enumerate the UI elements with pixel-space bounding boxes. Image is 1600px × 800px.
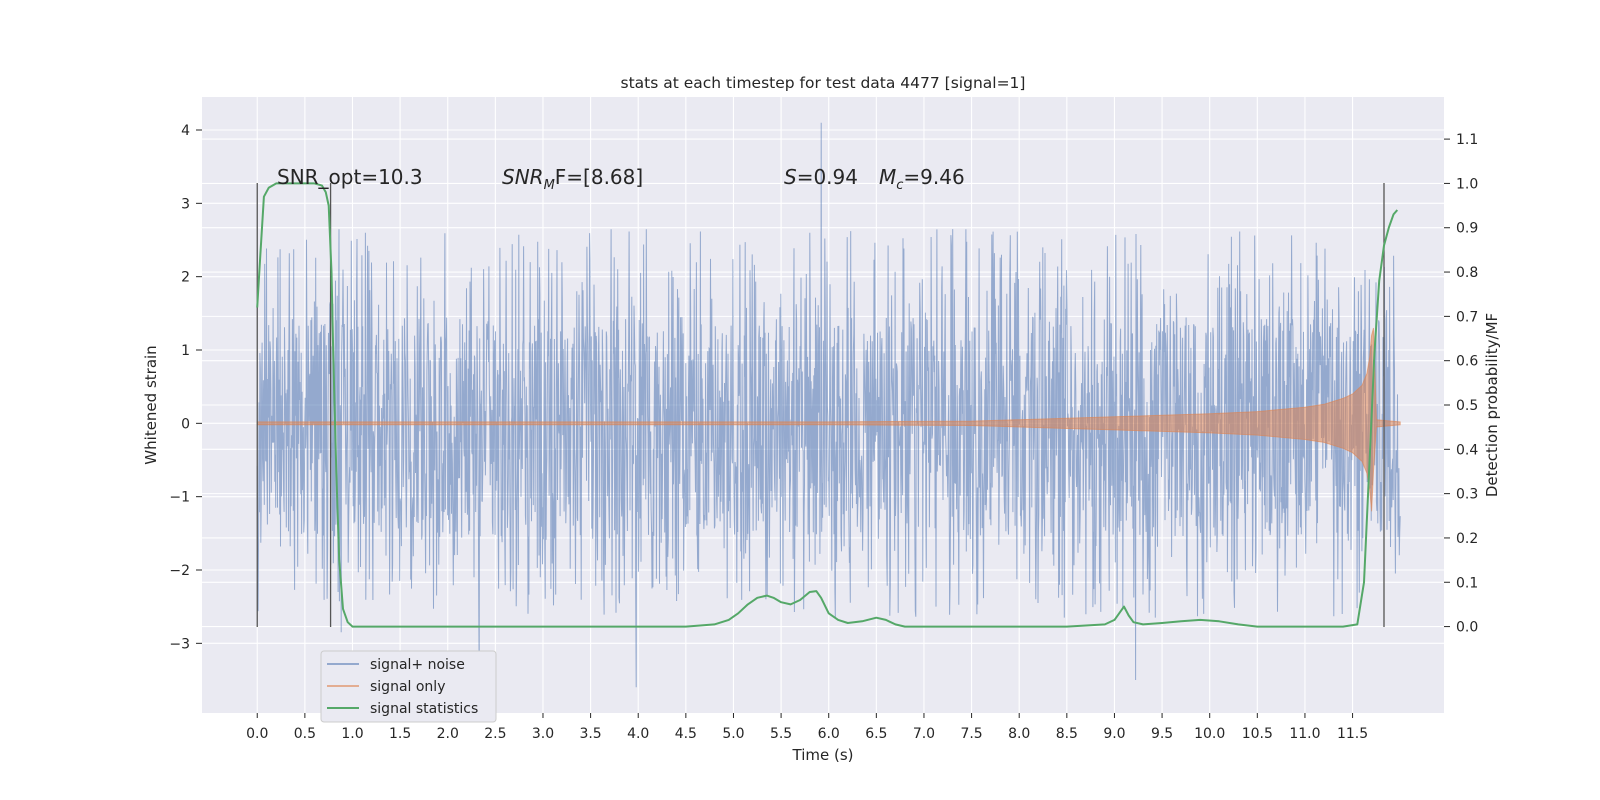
x-tick-label: 4.0 <box>627 726 649 742</box>
s-value: =0.94 <box>797 165 858 189</box>
x-axis-ticks: 0.0 0.5 1.0 1.5 2.0 2.5 3.0 3.5 4.0 4.5 5.0 5.5 6.0 6… <box>246 713 1368 742</box>
x-tick-label: 11.5 <box>1337 726 1368 742</box>
y-right-tick-label: 0.3 <box>1456 487 1478 503</box>
mc-symbol: M <box>879 165 896 189</box>
x-tick-label: 2.5 <box>484 726 506 742</box>
snr-mf-value: F=[8.68] <box>555 165 643 189</box>
y-left-tick-label: −3 <box>169 636 190 652</box>
y-left-tick-label: −2 <box>169 563 190 579</box>
legend: signal+ noise signal only signal statist… <box>320 650 497 723</box>
y-axis-right-ticks: 0.0 0.1 0.2 0.3 0.4 0.5 0.6 0.7 0.8 0.9 1.0 1.1 <box>1444 132 1478 636</box>
signal-envelope <box>256 327 1401 512</box>
noise-trace <box>256 122 1401 688</box>
x-tick-label: 5.0 <box>722 726 744 742</box>
x-tick-label: 9.5 <box>1151 726 1173 742</box>
y-left-tick-label: 0 <box>181 416 190 432</box>
y-right-tick-label: 0.9 <box>1456 221 1478 237</box>
snr-mf-prefix: SNR <box>502 165 544 189</box>
s-symbol: S <box>784 165 797 189</box>
chart-title: stats at each timestep for test data 447… <box>621 74 1026 92</box>
x-tick-label: 8.0 <box>1008 726 1030 742</box>
snr-mf-subscript: M <box>544 178 555 193</box>
x-tick-label: 10.5 <box>1242 726 1273 742</box>
x-tick-label: 6.0 <box>818 726 840 742</box>
legend-label-noise: signal+ noise <box>370 657 465 673</box>
y-axis-left-label: Whitened strain <box>142 345 160 464</box>
noise-series <box>256 122 1401 688</box>
y-right-tick-label: 0.8 <box>1456 265 1478 281</box>
signal-statistics-series <box>256 182 1399 628</box>
y-left-tick-label: −1 <box>169 490 190 506</box>
y-right-tick-label: 0.7 <box>1456 309 1478 325</box>
legend-box <box>320 650 497 723</box>
x-tick-label: 7.0 <box>913 726 935 742</box>
signal-only-series <box>256 327 1401 512</box>
mc-annotation: Mc=9.46 <box>879 165 965 193</box>
y-right-tick-label: 0.6 <box>1456 354 1478 370</box>
x-tick-label: 9.0 <box>1103 726 1125 742</box>
y-right-tick-label: 0.1 <box>1456 575 1478 591</box>
y-left-tick-label: 4 <box>181 123 190 139</box>
y-right-tick-label: 0.2 <box>1456 531 1478 547</box>
x-tick-label: 6.5 <box>865 726 887 742</box>
y-right-tick-label: 0.0 <box>1456 620 1478 636</box>
x-tick-label: 8.5 <box>1056 726 1078 742</box>
y-left-tick-label: 1 <box>181 343 190 359</box>
y-left-tick-label: 2 <box>181 270 190 286</box>
x-tick-label: 3.0 <box>532 726 554 742</box>
mc-subscript: c <box>896 178 903 193</box>
s-annotation: S=0.94 <box>784 165 858 189</box>
x-tick-label: 2.0 <box>437 726 459 742</box>
x-tick-label: 10.0 <box>1194 726 1225 742</box>
snr-mf-annotation: SNRMF=[8.68] <box>502 165 643 193</box>
legend-label-stats: signal statistics <box>370 701 478 717</box>
legend-label-signal: signal only <box>370 679 445 695</box>
y-right-tick-label: 0.5 <box>1456 398 1478 414</box>
x-tick-label: 7.5 <box>960 726 982 742</box>
x-tick-label: 1.5 <box>389 726 411 742</box>
y-right-tick-label: 1.0 <box>1456 176 1478 192</box>
x-tick-label: 1.0 <box>341 726 363 742</box>
y-axis-left-ticks: −3 −2 −1 0 1 2 3 4 <box>169 123 202 652</box>
y-axis-right-label: Detection probability/MF <box>1483 313 1501 497</box>
x-tick-label: 0.5 <box>294 726 316 742</box>
x-tick-label: 3.5 <box>579 726 601 742</box>
x-tick-label: 11.0 <box>1289 726 1320 742</box>
x-tick-label: 0.0 <box>246 726 268 742</box>
mc-value: =9.46 <box>903 165 964 189</box>
y-right-tick-label: 0.4 <box>1456 442 1478 458</box>
snr-opt-annotation: SNR_opt=10.3 <box>277 165 423 189</box>
y-right-tick-label: 1.1 <box>1456 132 1478 148</box>
stats-line <box>256 182 1399 628</box>
x-tick-label: 5.5 <box>770 726 792 742</box>
y-left-tick-label: 3 <box>181 196 190 212</box>
x-tick-label: 4.5 <box>675 726 697 742</box>
x-axis-label: Time (s) <box>792 746 854 764</box>
